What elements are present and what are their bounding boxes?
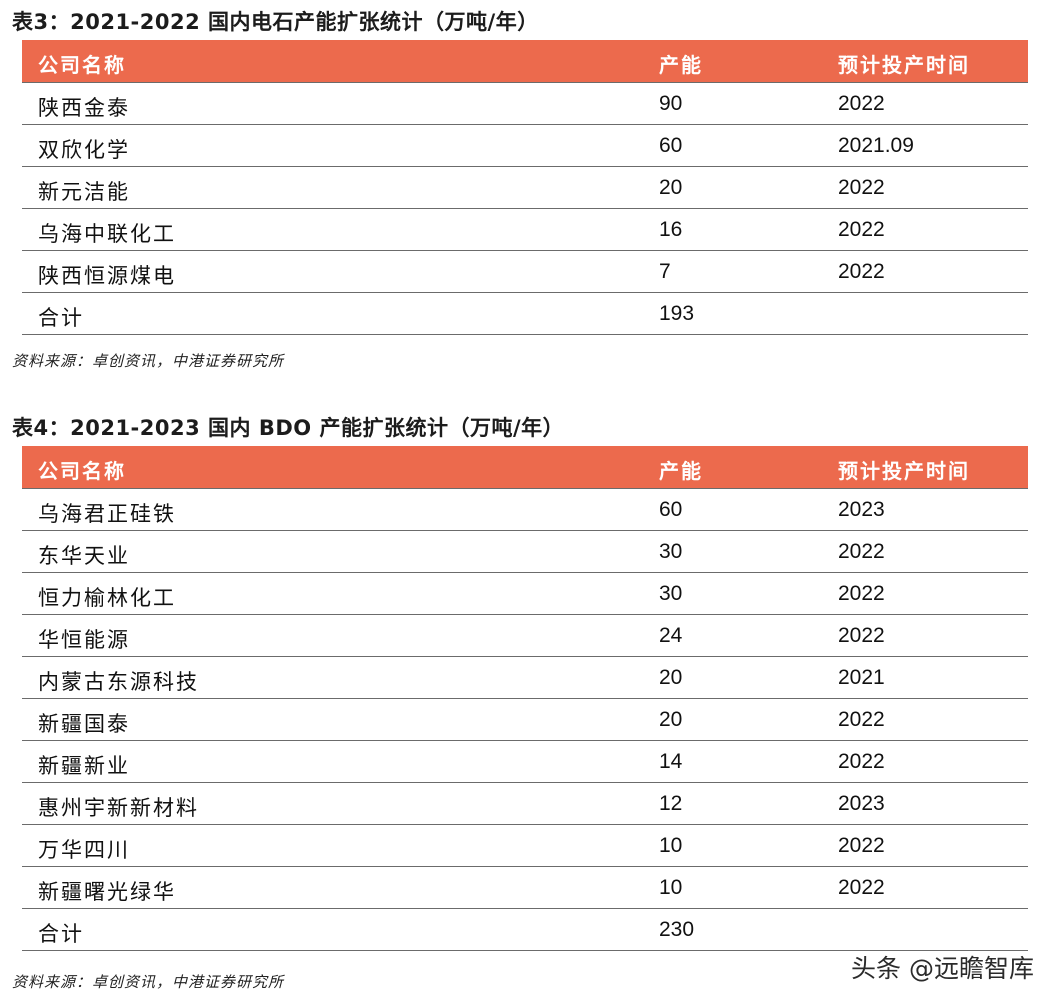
cell-start-time: 2022: [838, 750, 885, 773]
cell-capacity: 20: [659, 176, 683, 199]
table-total-row: 合计 193: [22, 293, 1028, 335]
cell-total-capacity: 230: [659, 918, 695, 941]
cell-capacity: 12: [659, 792, 683, 815]
cell-company: 乌海君正硅铁: [38, 502, 176, 526]
table3-title: 表3：2021-2022 国内电石产能扩张统计（万吨/年）: [12, 10, 539, 34]
cell-start-time: 2023: [838, 498, 885, 521]
cell-start-time: 2021.09: [838, 134, 914, 157]
cell-total-label: 合计: [38, 306, 84, 330]
cell-start-time: 2022: [838, 218, 885, 241]
table-row: 乌海中联化工 16 2022: [22, 209, 1028, 251]
table-row: 新疆国泰 20 2022: [22, 699, 1028, 741]
cell-company: 新元洁能: [38, 180, 130, 204]
cell-company: 新疆曙光绿华: [38, 880, 176, 904]
table3-header-row: 公司名称 产能 预计投产时间: [22, 40, 1028, 83]
cell-company: 双欣化学: [38, 138, 130, 162]
cell-start-time: 2022: [838, 876, 885, 899]
cell-capacity: 10: [659, 834, 683, 857]
cell-total-capacity: 193: [659, 302, 695, 325]
cell-company: 新疆国泰: [38, 712, 130, 736]
cell-capacity: 60: [659, 498, 683, 521]
cell-company: 新疆新业: [38, 754, 130, 778]
table-total-row: 合计 230: [22, 909, 1028, 951]
cell-company: 恒力榆林化工: [38, 586, 176, 610]
cell-capacity: 16: [659, 218, 683, 241]
cell-company: 乌海中联化工: [38, 222, 176, 246]
table3-header-capacity: 产能: [659, 53, 703, 77]
table-row: 万华四川 10 2022: [22, 825, 1028, 867]
table4-header-company: 公司名称: [38, 459, 126, 483]
cell-total-label: 合计: [38, 922, 84, 946]
cell-company: 陕西金泰: [38, 96, 130, 120]
table4-header-capacity: 产能: [659, 459, 703, 483]
table-row: 惠州宇新新材料 12 2023: [22, 783, 1028, 825]
cell-capacity: 7: [659, 260, 671, 283]
watermark: 头条 @远瞻智库: [851, 954, 1034, 983]
table-row: 内蒙古东源科技 20 2021: [22, 657, 1028, 699]
table3-source-note: 资料来源：卓创资讯，中港证券研究所: [12, 352, 285, 370]
cell-capacity: 24: [659, 624, 683, 647]
cell-company: 华恒能源: [38, 628, 130, 652]
cell-capacity: 30: [659, 540, 683, 563]
cell-start-time: 2022: [838, 624, 885, 647]
table3: 公司名称 产能 预计投产时间 陕西金泰 90 2022 双欣化学 60 2021…: [22, 40, 1028, 335]
cell-start-time: 2022: [838, 260, 885, 283]
cell-company: 内蒙古东源科技: [38, 670, 199, 694]
cell-start-time: 2022: [838, 176, 885, 199]
cell-start-time: 2022: [838, 582, 885, 605]
table4-header-row: 公司名称 产能 预计投产时间: [22, 446, 1028, 489]
table3-header-start-time: 预计投产时间: [838, 53, 970, 77]
table4-title: 表4：2021-2023 国内 BDO 产能扩张统计（万吨/年）: [12, 416, 565, 440]
table-row: 陕西恒源煤电 7 2022: [22, 251, 1028, 293]
cell-company: 万华四川: [38, 838, 130, 862]
cell-start-time: 2022: [838, 540, 885, 563]
cell-capacity: 14: [659, 750, 683, 773]
cell-start-time: 2021: [838, 666, 885, 689]
cell-company: 东华天业: [38, 544, 130, 568]
cell-capacity: 30: [659, 582, 683, 605]
cell-start-time: 2022: [838, 92, 885, 115]
table-row: 乌海君正硅铁 60 2023: [22, 489, 1028, 531]
table-row: 新疆曙光绿华 10 2022: [22, 867, 1028, 909]
cell-capacity: 20: [659, 708, 683, 731]
table-row: 双欣化学 60 2021.09: [22, 125, 1028, 167]
table4-source-note: 资料来源：卓创资讯，中港证券研究所: [12, 973, 285, 991]
table3-header-company: 公司名称: [38, 53, 126, 77]
cell-capacity: 20: [659, 666, 683, 689]
cell-capacity: 60: [659, 134, 683, 157]
table4: 公司名称 产能 预计投产时间 乌海君正硅铁 60 2023 东华天业 30 20…: [22, 446, 1028, 951]
cell-company: 陕西恒源煤电: [38, 264, 176, 288]
table-row: 陕西金泰 90 2022: [22, 83, 1028, 125]
cell-capacity: 90: [659, 92, 683, 115]
table4-header-start-time: 预计投产时间: [838, 459, 970, 483]
cell-start-time: 2023: [838, 792, 885, 815]
table-row: 恒力榆林化工 30 2022: [22, 573, 1028, 615]
table-row: 新元洁能 20 2022: [22, 167, 1028, 209]
table-row: 新疆新业 14 2022: [22, 741, 1028, 783]
cell-start-time: 2022: [838, 708, 885, 731]
cell-capacity: 10: [659, 876, 683, 899]
cell-company: 惠州宇新新材料: [38, 796, 199, 820]
table-row: 东华天业 30 2022: [22, 531, 1028, 573]
table-row: 华恒能源 24 2022: [22, 615, 1028, 657]
cell-start-time: 2022: [838, 834, 885, 857]
